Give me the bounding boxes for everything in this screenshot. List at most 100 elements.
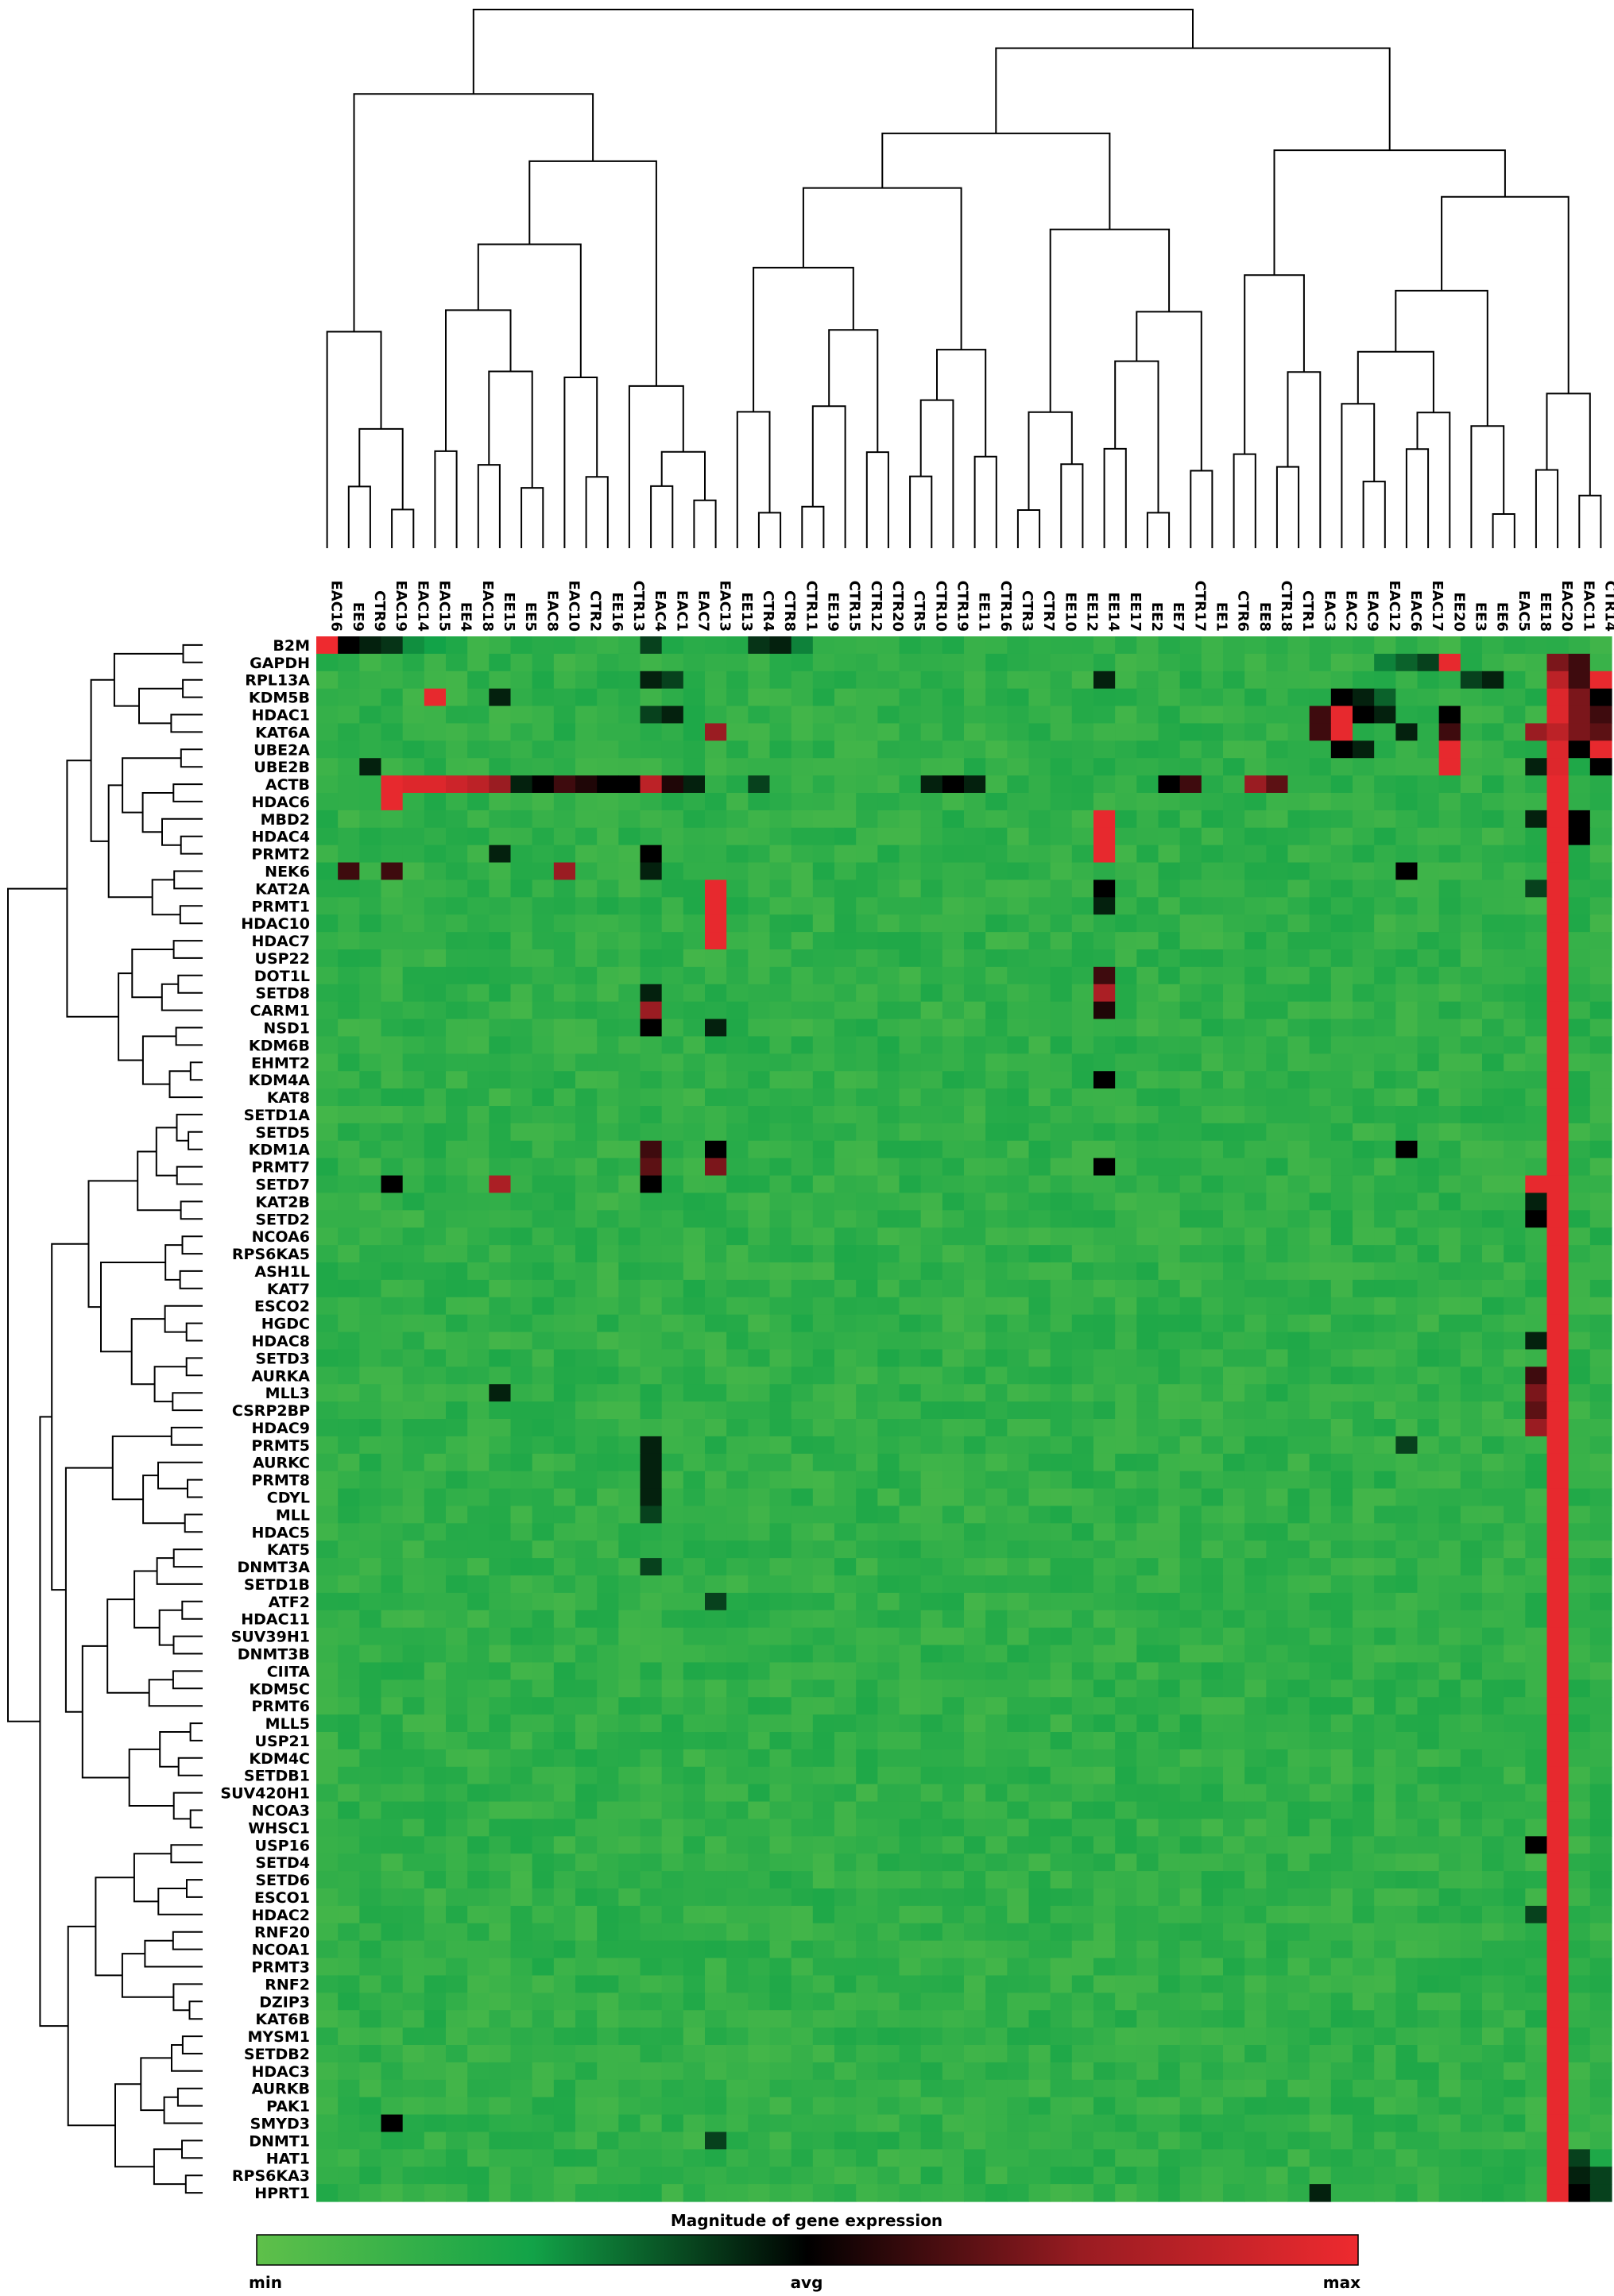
- heatmap-cell-KAT2B-EAC5: [1504, 1192, 1526, 1211]
- heatmap-cell-KAT7-CTR7: [1028, 1279, 1051, 1298]
- heatmap-cell-NSD1-EE5: [510, 1019, 533, 1038]
- heatmap-cell-ESCO2-CTR7: [1028, 1297, 1051, 1316]
- heatmap-cell-PRMT7-EAC15: [424, 1158, 447, 1177]
- heatmap-cell-HDAC11-EE16: [597, 1610, 619, 1629]
- heatmap-cell-PRMT3-EAC14: [402, 1958, 425, 1977]
- heatmap-cell-ATF2-CTR14: [1589, 1592, 1612, 1611]
- heatmap-cell-SETD7-CTR5: [899, 1175, 922, 1194]
- heatmap-cell-KAT8-EE1: [1201, 1088, 1224, 1107]
- heatmap-cell-ESCO2-CTR17: [1179, 1297, 1202, 1316]
- column-dendrogram-link: [445, 309, 512, 451]
- heatmap-cell-SETD8-EAC5: [1504, 984, 1526, 1003]
- heatmap-cell-KAT2A-CTR17: [1179, 879, 1202, 898]
- heatmap-cell-KDM5B-EAC5: [1504, 688, 1526, 707]
- heatmap-cell-DNMT3A-EE17: [1115, 1558, 1137, 1576]
- heatmap-cell-RPS6KA5-CTR6: [1223, 1245, 1245, 1263]
- heatmap-cell-SETD1B-CTR19: [942, 1575, 965, 1594]
- heatmap-cell-CIITA-EAC13: [705, 1662, 727, 1680]
- heatmap-cell-RNF20-EE12: [1071, 1923, 1094, 1942]
- heatmap-cell-DNMT3B-CTR19: [942, 1645, 965, 1664]
- heatmap-cell-MYSM1-EE8: [1244, 2027, 1267, 2046]
- heatmap-cell-HGDC-EE17: [1115, 1314, 1137, 1333]
- heatmap-cell-KDM1A-EAC19: [381, 1140, 404, 1159]
- heatmap-cell-NCOA6-EE14: [1093, 1227, 1116, 1246]
- heatmap-cell-SETD1A-CTR1: [1287, 1106, 1310, 1124]
- heatmap-cell-B2M-EAC1: [661, 636, 684, 655]
- heatmap-cell-CSRP2BP-EE3: [1460, 1401, 1483, 1420]
- heatmap-cell-KDM1A-CTR18: [1266, 1140, 1289, 1159]
- heatmap-cell-KDM4A-EE11: [964, 1071, 986, 1089]
- heatmap-cell-MLL3-CTR11: [791, 1384, 814, 1402]
- heatmap-cell-KAT6A-EE18: [1525, 723, 1548, 741]
- heatmap-cell-AURKC-EAC7: [683, 1453, 706, 1472]
- heatmap-cell-PRMT5-CTR4: [748, 1436, 771, 1455]
- heatmap-cell-ASH1L-EE14: [1093, 1262, 1116, 1281]
- heatmap-cell-SETD7-EAC12: [1374, 1175, 1396, 1194]
- heatmap-cell-MBD2-EAC13: [705, 810, 727, 829]
- heatmap-cell-SETD4-EE14: [1093, 1853, 1116, 1872]
- heatmap-cell-ESCO1-CTR17: [1179, 1888, 1202, 1907]
- heatmap-cell-PRMT6-EE20: [1438, 1697, 1461, 1715]
- heatmap-cell-HDAC9-EAC20: [1546, 1419, 1569, 1437]
- heatmap-cell-NCOA1-EE9: [338, 1940, 360, 1959]
- heatmap-cell-NSD1-CTR12: [856, 1019, 878, 1038]
- heatmap-cell-SETD7-EE7: [1158, 1175, 1181, 1194]
- heatmap-cell-HDAC10-CTR18: [1266, 914, 1289, 933]
- heatmap-cell-KDM4A-CTR5: [899, 1071, 922, 1089]
- heatmap-cell-RPL13A-EAC16: [316, 671, 339, 690]
- heatmap-cell-UBE2A-EE20: [1438, 740, 1461, 759]
- heatmap-cell-KAT2B-EE1: [1201, 1192, 1224, 1211]
- heatmap-cell-SETD4-CTR15: [834, 1853, 857, 1872]
- heatmap-cell-HDAC10-CTR2: [575, 914, 598, 933]
- heatmap-cell-ESCO1-EE4: [446, 1888, 468, 1907]
- heatmap-cell-AURKA-EAC2: [1330, 1366, 1353, 1385]
- heatmap-cell-KAT2A-EE10: [1050, 879, 1073, 898]
- heatmap-cell-HDAC9-CTR17: [1179, 1419, 1202, 1437]
- heatmap-cell-EHMT2-EAC19: [381, 1053, 404, 1072]
- heatmap-cell-USP21-EAC6: [1395, 1732, 1419, 1750]
- heatmap-cell-RNF20-CTR16: [985, 1923, 1008, 1942]
- heatmap-cell-KDM4C-CTR5: [899, 1749, 922, 1768]
- heatmap-cell-RNF20-EE8: [1244, 1923, 1267, 1942]
- heatmap-cell-KDM5C-EE3: [1460, 1679, 1483, 1698]
- heatmap-cell-DNMT3A-CTR11: [791, 1558, 814, 1576]
- heatmap-cell-PRMT2-CTR14: [1589, 845, 1612, 864]
- heatmap-cell-SETD3-CTR4: [748, 1349, 771, 1367]
- heatmap-cell-HDAC11-EE14: [1093, 1610, 1116, 1629]
- heatmap-cell-WHSC1-EE1: [1201, 1819, 1224, 1837]
- heatmap-cell-PRMT7-CTR11: [791, 1158, 814, 1177]
- heatmap-cell-CDYL-EAC11: [1568, 1488, 1591, 1507]
- heatmap-cell-KAT2B-CTR9: [359, 1192, 382, 1211]
- heatmap-cell-B2M-CTR3: [1007, 636, 1030, 655]
- heatmap-cell-HDAC9-CTR3: [1007, 1419, 1030, 1437]
- heatmap-cell-HDAC1-CTR15: [834, 705, 857, 725]
- heatmap-cell-RNF20-EE1: [1201, 1923, 1224, 1942]
- heatmap-cell-KAT8-CTR14: [1589, 1088, 1612, 1107]
- heatmap-cell-RNF2-CTR5: [899, 1975, 922, 1993]
- heatmap-cell-ASH1L-EAC15: [424, 1262, 447, 1281]
- heatmap-cell-HDAC5-CTR6: [1223, 1523, 1245, 1541]
- heatmap-cell-PRMT5-CTR10: [920, 1436, 943, 1455]
- heatmap-cell-NCOA3-EAC1: [661, 1801, 684, 1820]
- heatmap-cell-CIITA-CTR15: [834, 1662, 857, 1680]
- heatmap-cell-UBE2A-CTR18: [1266, 740, 1289, 759]
- heatmap-cell-PRMT1-CTR8: [769, 897, 792, 915]
- heatmap-cell-GAPDH-EE12: [1071, 653, 1094, 672]
- heatmap-cell-RNF2-CTR13: [618, 1975, 641, 1993]
- heatmap-cell-KAT8-EE19: [812, 1088, 835, 1107]
- heatmap-cell-NCOA6-EAC18: [467, 1227, 490, 1246]
- heatmap-cell-PRMT7-EAC13: [705, 1158, 727, 1177]
- heatmap-cell-ACTB-EE8: [1244, 775, 1267, 794]
- heatmap-cell-HDAC6-EE9: [338, 793, 360, 811]
- heatmap-cell-HGDC-EAC19: [381, 1314, 404, 1333]
- heatmap-cell-HDAC11-CTR18: [1266, 1610, 1289, 1629]
- heatmap-cell-MBD2-EAC17: [1417, 810, 1440, 829]
- heatmap-cell-ACTB-EAC8: [532, 775, 555, 794]
- heatmap-cell-SETDB1-CTR19: [942, 1766, 965, 1785]
- heatmap-cell-SETD7-CTR9: [359, 1175, 382, 1194]
- heatmap-cell-SETD2-CTR18: [1266, 1210, 1289, 1228]
- heatmap-cell-SETD8-EAC3: [1309, 984, 1332, 1003]
- heatmap-cell-WHSC1-EAC20: [1546, 1819, 1569, 1837]
- heatmap-cell-PRMT2-EAC13: [705, 845, 727, 864]
- heatmap-cell-MLL-EE3: [1460, 1506, 1483, 1524]
